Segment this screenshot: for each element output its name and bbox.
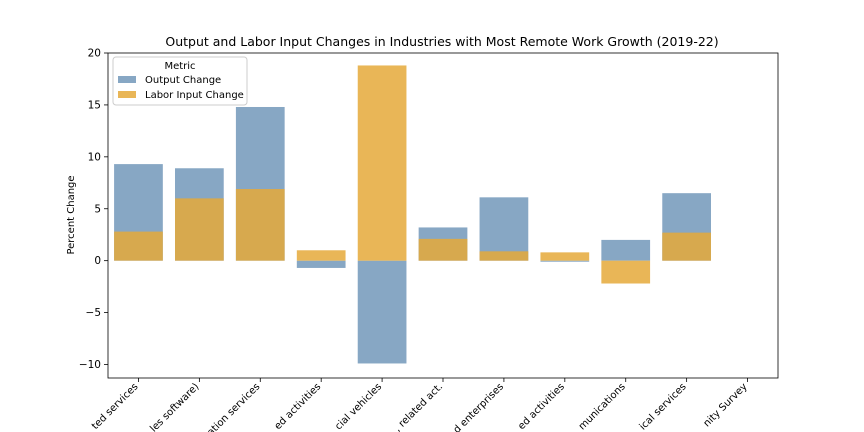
x-tick-label: ed activities: [516, 381, 567, 432]
legend: Metric Output Change Labor Input Change: [112, 56, 248, 106]
y-tick-label: 0: [94, 255, 101, 267]
y-tick-label: −10: [79, 359, 101, 371]
bar-labor: [235, 189, 285, 261]
bar-output: [357, 260, 407, 364]
x-tick-label: ed activities: [273, 381, 324, 432]
x-tick-label: cial vehicles: [333, 381, 384, 432]
bar-output: [601, 239, 651, 261]
bar-labor: [540, 252, 590, 261]
bar-labor: [114, 231, 163, 261]
bar-output: [296, 260, 346, 268]
bar-labor: [418, 238, 468, 261]
legend-label-output: Output Change: [145, 75, 221, 86]
bar-labor: [296, 250, 346, 261]
legend-label-labor: Labor Input Change: [145, 90, 244, 101]
y-tick-label: 20: [88, 48, 101, 60]
bar-labor: [662, 232, 711, 261]
x-tick-label: nity Survey: [702, 381, 750, 429]
bar-output: [479, 197, 529, 261]
x-tick-label: munications: [577, 381, 628, 432]
x-tick-label: ation services: [205, 381, 262, 432]
y-tick-label: 5: [94, 203, 101, 215]
y-tick-label: 10: [88, 151, 101, 163]
bar-output: [540, 260, 590, 262]
bar-labor: [357, 65, 407, 261]
y-axis-label: Percent Change: [66, 175, 77, 254]
legend-box: [112, 56, 248, 106]
x-tick-label: , related act.: [392, 381, 445, 432]
y-tick-label: −5: [86, 307, 101, 319]
x-tick-label: d enterprises: [452, 381, 506, 432]
bar-labor: [479, 251, 529, 261]
legend-swatch-output: [118, 76, 136, 83]
legend-title: Metric: [164, 61, 195, 72]
x-tick-label: les software): [148, 381, 201, 432]
chart-title: Output and Labor Input Changes in Indust…: [165, 34, 718, 49]
x-tick-label: ted services: [90, 381, 141, 432]
y-tick-label: 15: [88, 99, 101, 111]
bar-labor: [175, 198, 224, 261]
x-tick-label: ical services: [638, 381, 689, 432]
legend-swatch-labor: [118, 91, 136, 98]
bar-labor: [601, 260, 651, 284]
